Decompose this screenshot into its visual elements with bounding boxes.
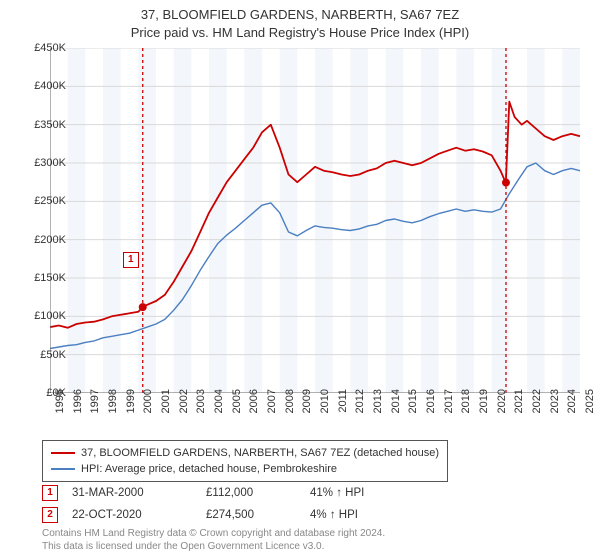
x-tick-label: 2013 <box>372 389 384 429</box>
x-tick-label: 2005 <box>231 389 243 429</box>
x-tick-label: 2020 <box>496 389 508 429</box>
chart-svg <box>50 48 580 393</box>
x-tick-label: 1995 <box>54 389 66 429</box>
figure: 37, BLOOMFIELD GARDENS, NARBERTH, SA67 7… <box>0 0 600 560</box>
y-tick-label: £400K <box>16 80 66 92</box>
x-tick-label: 2002 <box>178 389 190 429</box>
x-tick-label: 1999 <box>125 389 137 429</box>
sale-date: 31-MAR-2000 <box>72 487 192 499</box>
title-line-2: Price paid vs. HM Land Registry's House … <box>0 24 600 42</box>
legend: 37, BLOOMFIELD GARDENS, NARBERTH, SA67 7… <box>42 440 448 482</box>
title-block: 37, BLOOMFIELD GARDENS, NARBERTH, SA67 7… <box>0 0 600 41</box>
x-tick-label: 2018 <box>460 389 472 429</box>
sale-price: £112,000 <box>206 487 296 499</box>
chart-marker-label: 1 <box>123 252 139 268</box>
footer-line-2: This data is licensed under the Open Gov… <box>42 541 385 554</box>
chart-area <box>50 48 580 393</box>
legend-swatch-icon <box>51 468 75 470</box>
y-tick-label: £150K <box>16 272 66 284</box>
y-tick-label: £200K <box>16 234 66 246</box>
y-tick-label: £450K <box>16 42 66 54</box>
x-tick-label: 1996 <box>72 389 84 429</box>
x-tick-label: 2024 <box>566 389 578 429</box>
sale-price: £274,500 <box>206 509 296 521</box>
x-tick-label: 2022 <box>531 389 543 429</box>
x-tick-label: 2023 <box>549 389 561 429</box>
x-tick-label: 2021 <box>513 389 525 429</box>
x-tick-label: 2019 <box>478 389 490 429</box>
x-tick-label: 2001 <box>160 389 172 429</box>
row-marker-icon: 2 <box>42 507 58 523</box>
x-tick-label: 2016 <box>425 389 437 429</box>
sales-table: 1 31-MAR-2000 £112,000 41% ↑ HPI 2 22-OC… <box>42 482 410 526</box>
footer-line-1: Contains HM Land Registry data © Crown c… <box>42 528 385 541</box>
x-tick-label: 2025 <box>584 389 596 429</box>
x-tick-label: 1997 <box>89 389 101 429</box>
table-row: 1 31-MAR-2000 £112,000 41% ↑ HPI <box>42 482 410 504</box>
x-tick-label: 2014 <box>390 389 402 429</box>
legend-label: 37, BLOOMFIELD GARDENS, NARBERTH, SA67 7… <box>81 447 439 459</box>
legend-row: 37, BLOOMFIELD GARDENS, NARBERTH, SA67 7… <box>51 445 439 461</box>
x-tick-label: 2017 <box>443 389 455 429</box>
x-tick-label: 2007 <box>266 389 278 429</box>
x-tick-label: 2009 <box>301 389 313 429</box>
x-tick-label: 2010 <box>319 389 331 429</box>
y-tick-label: £50K <box>16 349 66 361</box>
y-tick-label: £300K <box>16 157 66 169</box>
title-line-1: 37, BLOOMFIELD GARDENS, NARBERTH, SA67 7… <box>0 6 600 24</box>
sale-date: 22-OCT-2020 <box>72 509 192 521</box>
row-marker-icon: 1 <box>42 485 58 501</box>
legend-swatch-icon <box>51 452 75 454</box>
x-tick-label: 2012 <box>354 389 366 429</box>
y-tick-label: £100K <box>16 310 66 322</box>
sale-pct: 4% ↑ HPI <box>310 509 410 521</box>
legend-label: HPI: Average price, detached house, Pemb… <box>81 463 337 475</box>
sale-pct: 41% ↑ HPI <box>310 487 410 499</box>
x-tick-label: 2015 <box>407 389 419 429</box>
x-tick-label: 2011 <box>337 389 349 429</box>
y-tick-label: £350K <box>16 119 66 131</box>
legend-row: HPI: Average price, detached house, Pemb… <box>51 461 439 477</box>
footer: Contains HM Land Registry data © Crown c… <box>42 528 385 553</box>
x-tick-label: 2006 <box>248 389 260 429</box>
table-row: 2 22-OCT-2020 £274,500 4% ↑ HPI <box>42 504 410 526</box>
x-tick-label: 1998 <box>107 389 119 429</box>
x-tick-label: 2003 <box>195 389 207 429</box>
x-tick-label: 2008 <box>284 389 296 429</box>
x-tick-label: 2004 <box>213 389 225 429</box>
x-tick-label: 2000 <box>142 389 154 429</box>
y-tick-label: £250K <box>16 195 66 207</box>
